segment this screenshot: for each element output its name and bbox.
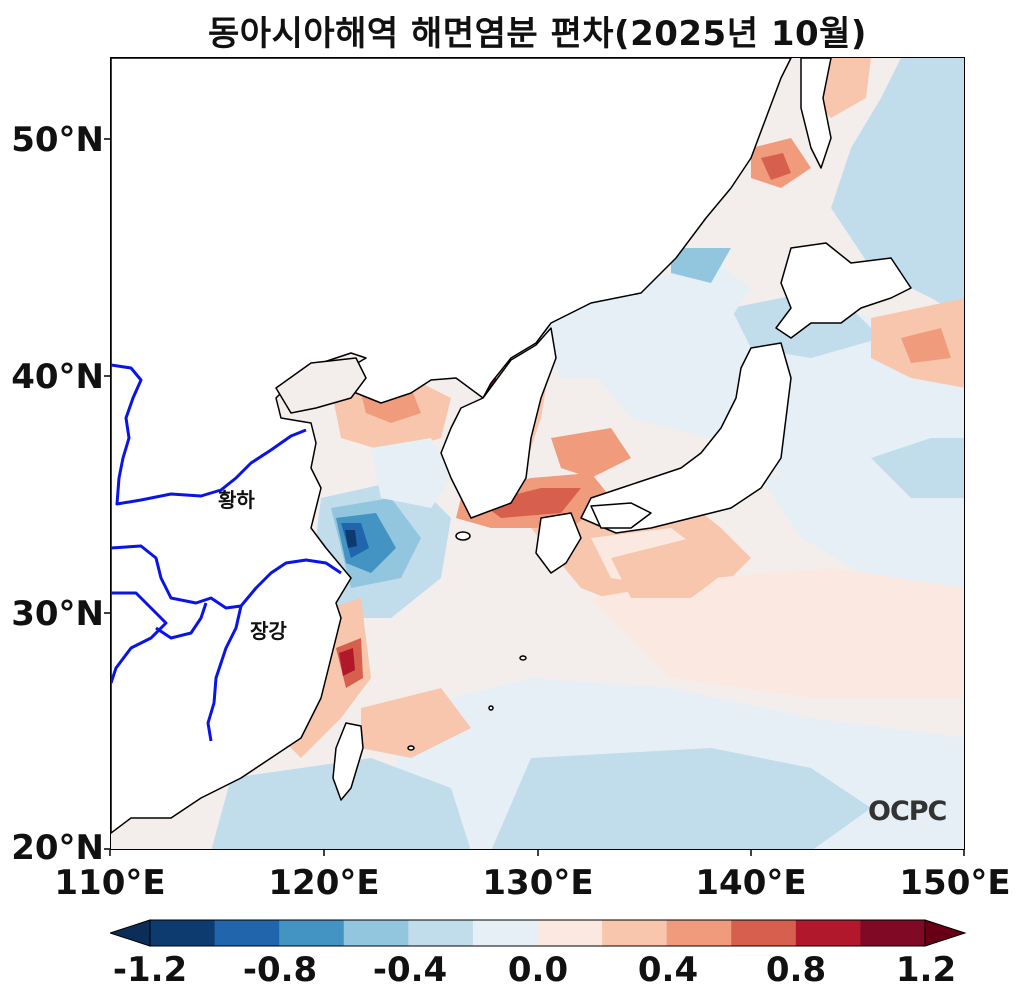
colorbar-tick-label: 0.8	[765, 950, 827, 990]
colorbar-segment	[602, 920, 668, 946]
colorbar-segment	[731, 920, 797, 946]
x-tick-label-140e: 140°E	[695, 863, 807, 903]
y-tick-label-20n: 20°N	[11, 828, 104, 868]
x-tick-label-150e: 150°E	[899, 863, 1011, 903]
colorbar-tick-label: -0.4	[372, 950, 448, 990]
colorbar-extend-low	[110, 919, 151, 947]
colorbar-segment	[472, 920, 538, 946]
colorbar-segment	[279, 920, 345, 946]
colorbar-tick-label: 0.0	[507, 950, 569, 990]
colorbar-tick-label: 1.2	[895, 950, 957, 990]
colorbar-segment	[795, 920, 861, 946]
colorbar-segment	[214, 920, 280, 946]
rivers	[111, 363, 342, 742]
river-branch-2	[155, 602, 208, 640]
ocpc-logo: OCPC	[868, 796, 947, 827]
y-tick-label-40n: 40°N	[11, 357, 104, 397]
y-tick-label-30n: 30°N	[11, 594, 104, 634]
colorbar-tick-label: 0.4	[637, 950, 699, 990]
chart-title: 동아시아해역 해면염분 편차(2025년 10월)	[208, 14, 867, 54]
colorbar-segment	[343, 920, 409, 946]
y-tick-label-50n: 50°N	[11, 120, 104, 160]
x-tick-label-130e: 130°E	[482, 863, 594, 903]
yangtze-river-label: 장강	[250, 619, 287, 643]
colorbar-segment	[537, 920, 603, 946]
colorbar-segment	[150, 920, 216, 946]
coastlines	[111, 58, 912, 834]
colorbar-segment	[666, 920, 732, 946]
colorbar-extend-high	[924, 919, 967, 947]
salinity-anomaly-map	[110, 57, 965, 850]
yangtze-river-line	[111, 544, 342, 610]
colorbar-segment	[408, 920, 474, 946]
yellow-river-line	[111, 363, 307, 506]
x-tick-label-110e: 110°E	[54, 863, 166, 903]
yellow-river-label: 황하	[218, 488, 255, 512]
colorbar-segment	[860, 920, 926, 946]
colorbar	[110, 919, 967, 947]
x-tick-label-120e: 120°E	[268, 863, 380, 903]
colorbar-border	[149, 919, 926, 947]
river-branch-3	[206, 605, 243, 742]
colorbar-tick-label: -1.2	[112, 950, 188, 990]
colorbar-tick-label: -0.8	[242, 950, 318, 990]
